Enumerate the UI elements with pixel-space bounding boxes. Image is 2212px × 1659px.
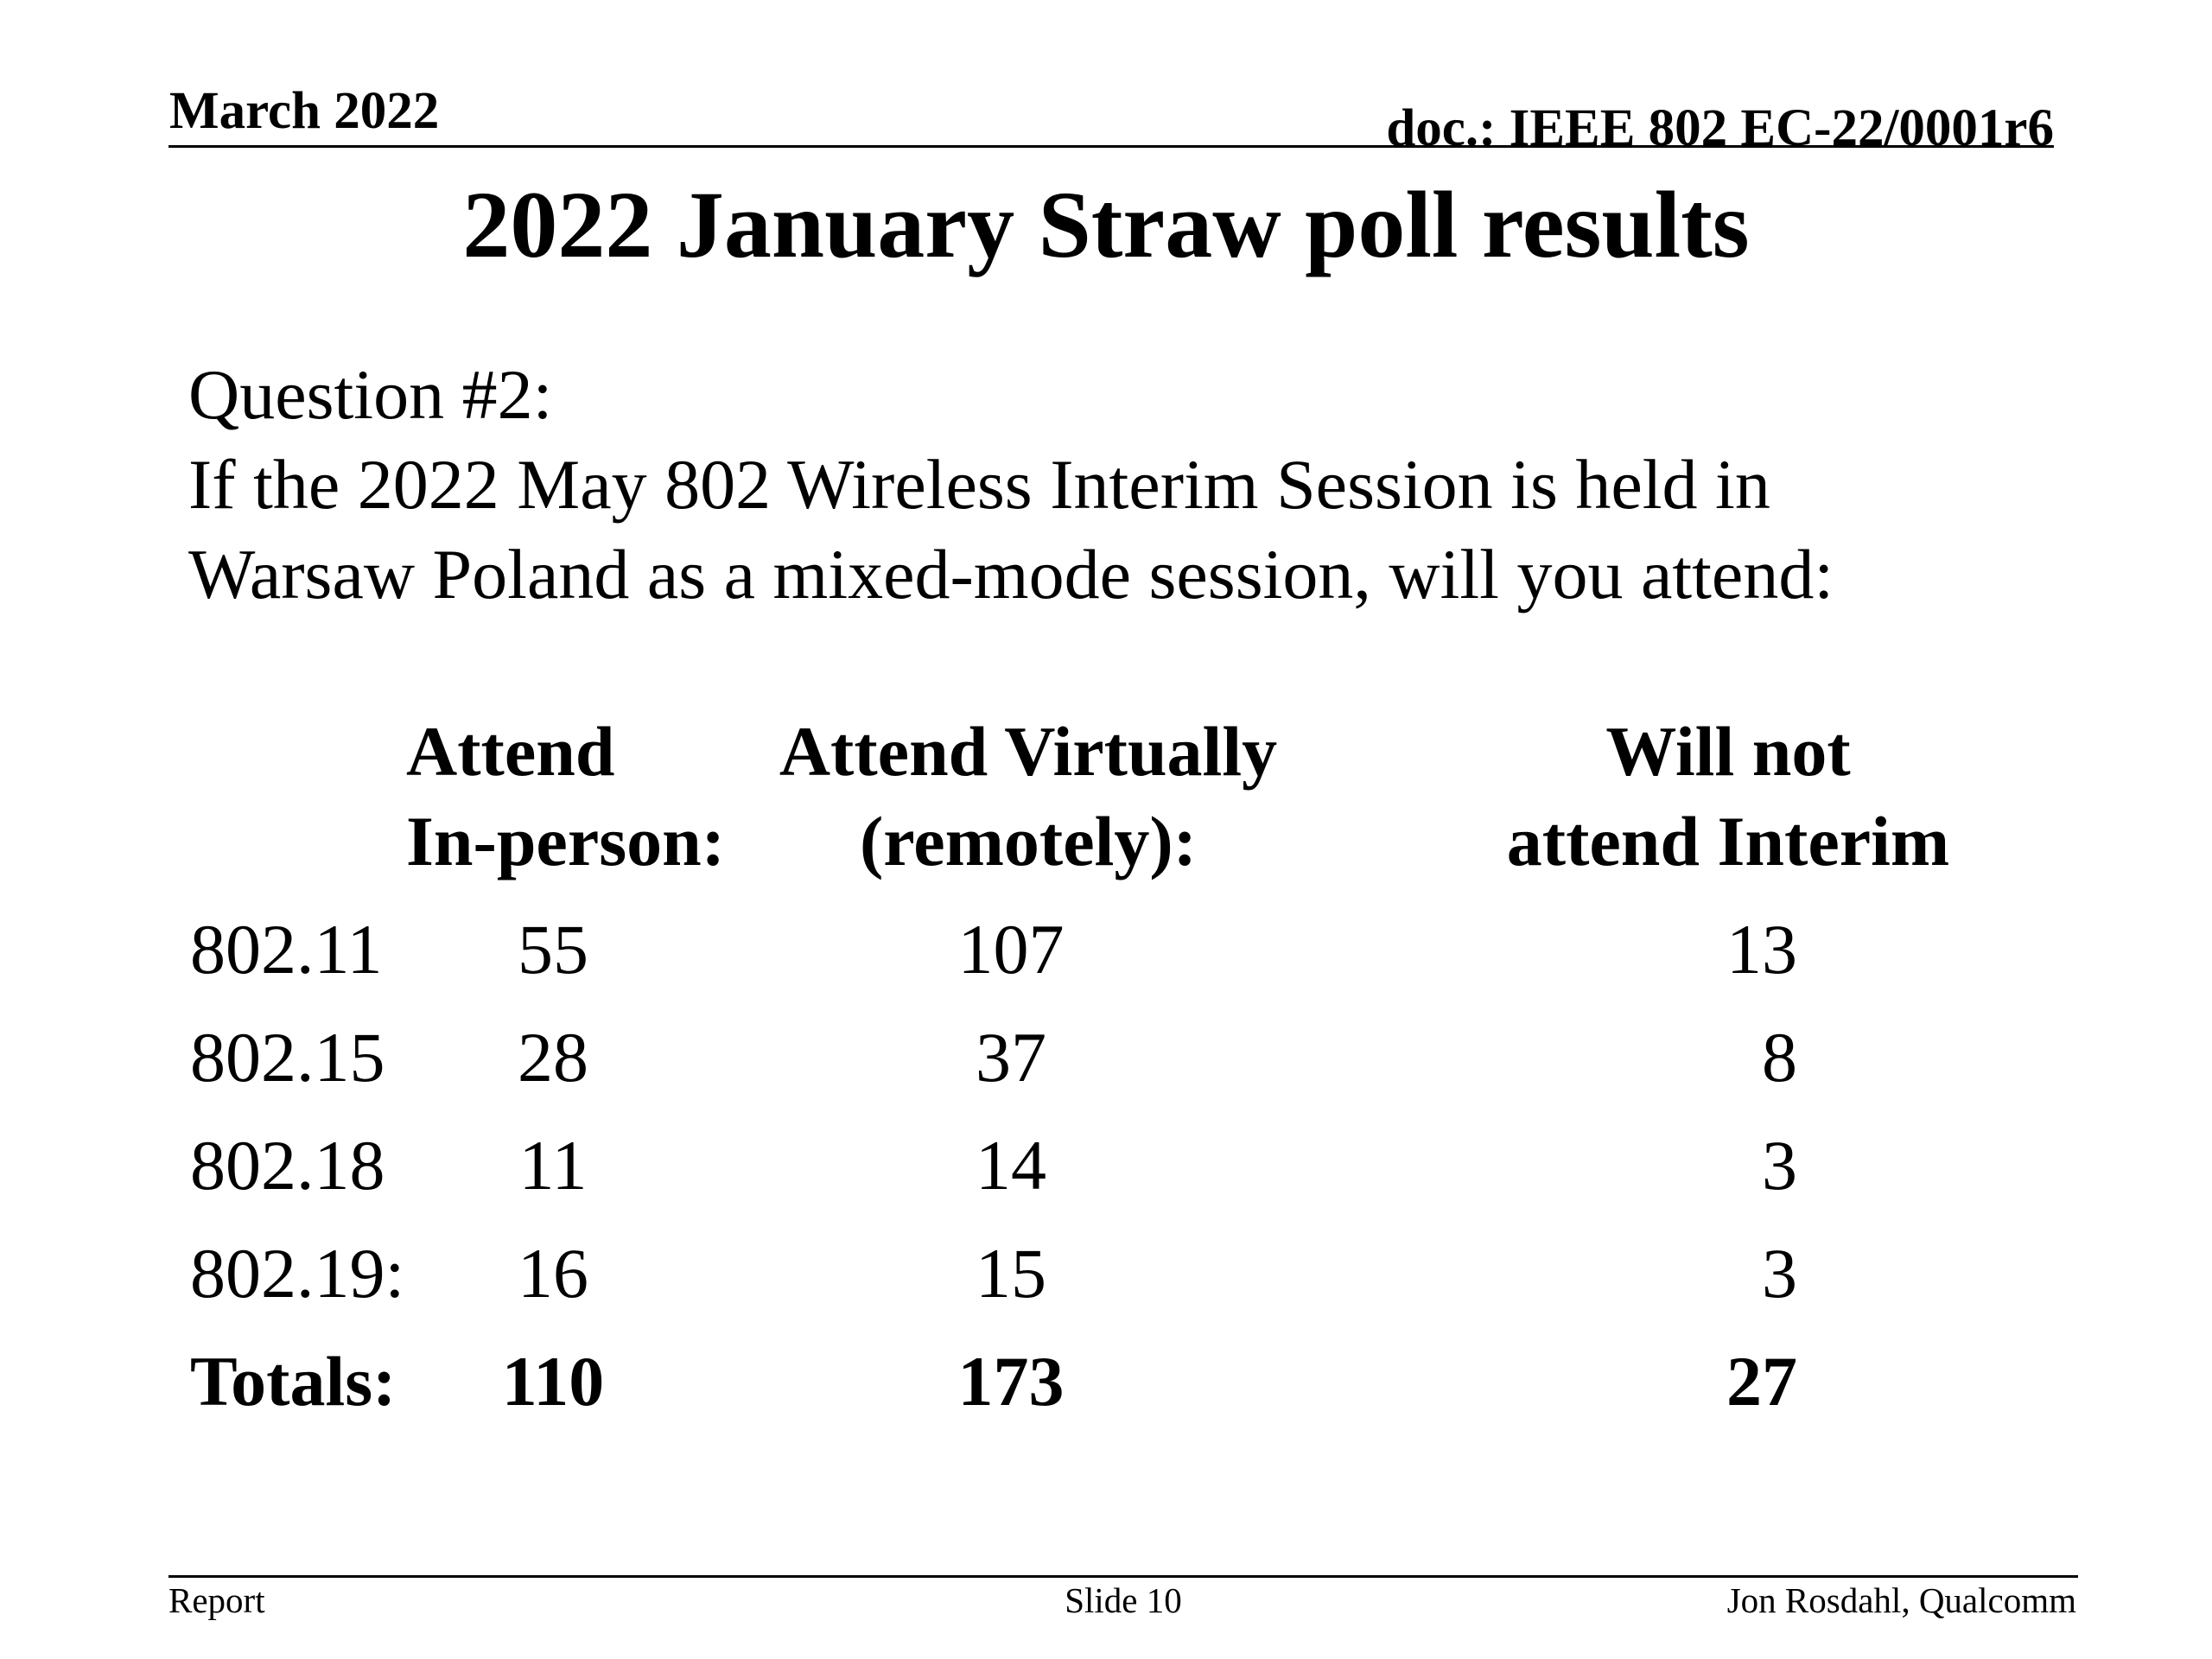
footer-author: Jon Rosdahl, Qualcomm: [1726, 1580, 2076, 1620]
totals-label: Totals:: [190, 1342, 397, 1421]
column-header-in-person-line-2: In-person:: [406, 802, 726, 880]
question-line-1: If the 2022 May 802 Wireless Interim Ses…: [188, 445, 1770, 524]
header-rule: [168, 145, 2054, 148]
cell-in-person-802-18: 11: [518, 1126, 588, 1205]
column-header-not-attend-line-2: attend Interim: [1506, 802, 1950, 880]
question-block: Question #2: If the 2022 May 802 Wireles…: [188, 350, 2089, 620]
cell-not-attend-802-11: 13: [1726, 910, 1797, 988]
cell-virtual-802-11: 107: [957, 910, 1065, 988]
column-header-in-person: Attend In-person:: [406, 707, 725, 887]
cell-in-person-802-15: 28: [518, 1018, 588, 1096]
row-label-802-15: 802.15: [190, 1018, 385, 1096]
row-label-802-18: 802.18: [190, 1126, 385, 1205]
question-label: Question #2:: [188, 355, 553, 434]
footer-rule: [168, 1575, 2078, 1578]
slide-title: 2022 January Straw poll results: [462, 172, 1750, 277]
cell-virtual-802-15: 37: [976, 1018, 1046, 1096]
header-date: March 2022: [169, 82, 440, 140]
row-label-802-11: 802.11: [190, 910, 383, 988]
cell-not-attend-802-18: 3: [1762, 1126, 1797, 1205]
cell-in-person-802-19: 16: [518, 1234, 588, 1313]
question-line-2: Warsaw Poland as a mixed-mode session, w…: [188, 535, 1834, 613]
column-header-not-attend: Will not attend Interim: [1469, 707, 1987, 887]
total-not-attend: 27: [1726, 1342, 1797, 1421]
cell-not-attend-802-19: 3: [1762, 1234, 1797, 1313]
column-header-not-attend-line-1: Will not: [1605, 712, 1851, 791]
total-virtual: 173: [957, 1342, 1065, 1421]
column-header-in-person-line-1: Attend: [406, 712, 615, 791]
row-label-802-19: 802.19:: [190, 1234, 405, 1313]
column-header-virtual: Attend Virtually (remotely):: [752, 707, 1305, 887]
cell-in-person-802-11: 55: [518, 910, 588, 988]
cell-virtual-802-19: 15: [976, 1234, 1046, 1313]
footer-report: Report: [168, 1580, 265, 1620]
column-header-virtual-line-2: (remotely):: [859, 802, 1198, 880]
cell-not-attend-802-15: 8: [1762, 1018, 1797, 1096]
total-in-person: 110: [501, 1342, 605, 1421]
column-header-virtual-line-1: Attend Virtually: [779, 712, 1278, 791]
cell-virtual-802-18: 14: [976, 1126, 1046, 1205]
footer-slide-number: Slide 10: [1065, 1580, 1182, 1620]
